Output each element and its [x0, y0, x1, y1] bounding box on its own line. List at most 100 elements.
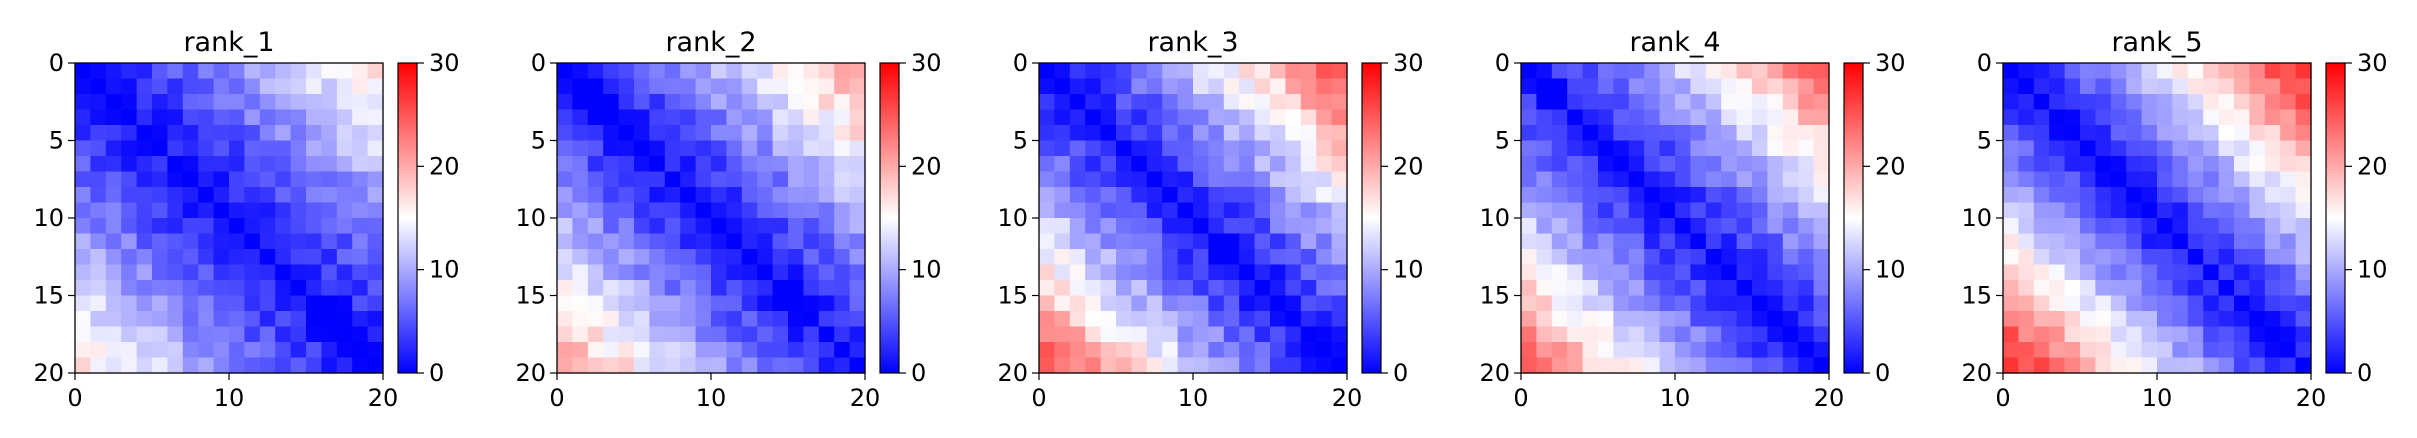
heatmap-cell [182, 218, 199, 235]
x-tick-label: 10 [1660, 384, 1691, 412]
heatmap-cell [1131, 311, 1148, 328]
heatmap-cell [2126, 233, 2143, 250]
heatmap-cell [2218, 233, 2235, 250]
heatmap-cell [152, 280, 168, 297]
heatmap-cell [1798, 326, 1815, 343]
heatmap-cell [772, 249, 789, 266]
heatmap-cell [336, 326, 353, 343]
heatmap-cell [1521, 218, 1537, 235]
heatmap-cell [213, 202, 230, 219]
heatmap-cell [1100, 140, 1117, 157]
heatmap-cell [259, 342, 276, 359]
heatmap-cell [1162, 326, 1179, 343]
heatmap-cell [1628, 125, 1645, 142]
heatmap-cell [2203, 171, 2220, 188]
heatmap-cell [244, 125, 261, 142]
heatmap-cell [1567, 109, 1584, 126]
heatmap-cell [1162, 311, 1179, 328]
heatmap-cell [152, 357, 168, 374]
heatmap-cell [167, 109, 184, 126]
heatmap-cell [121, 342, 138, 359]
heatmap-cell [90, 202, 107, 219]
heatmap-cell [2126, 357, 2143, 374]
heatmap-cell [1039, 109, 1055, 126]
heatmap-cell [849, 249, 866, 266]
heatmap-cell [1798, 280, 1815, 297]
heatmap-cell [618, 78, 635, 95]
heatmap-cell [2080, 109, 2096, 126]
heatmap-cell [336, 357, 353, 374]
heatmap-cell [1146, 326, 1163, 343]
heatmap-cell [2110, 326, 2127, 343]
heatmap-cell [2157, 280, 2173, 297]
heatmap-cell [741, 342, 758, 359]
heatmap-cell [1736, 249, 1753, 266]
y-tick-label: 10 [1479, 204, 1510, 232]
heatmap-cell [1613, 311, 1630, 328]
heatmap-cell [1300, 187, 1317, 204]
heatmap-cell [75, 280, 91, 297]
heatmap-cell [757, 94, 774, 111]
heatmap-cell [1162, 156, 1179, 173]
heatmap-cell [1659, 280, 1676, 297]
heatmap-cell [1069, 295, 1086, 312]
heatmap-cell [2249, 63, 2266, 80]
heatmap-cell [664, 187, 681, 204]
heatmap-cell [1162, 342, 1179, 359]
heatmap-cell [1813, 218, 1830, 235]
heatmap-cell [367, 140, 384, 157]
heatmap-cell [849, 326, 866, 343]
heatmap-cell [726, 125, 743, 142]
heatmap-cell [1752, 140, 1768, 157]
heatmap-cell [1193, 233, 1209, 250]
x-tick-label: 20 [2296, 384, 2327, 412]
heatmap-cell [1752, 109, 1768, 126]
chart-title: rank_4 [1629, 27, 1720, 58]
heatmap-cell [1085, 94, 1102, 111]
heatmap-cell [259, 218, 276, 235]
heatmap-cell [2264, 218, 2281, 235]
heatmap-cell [1069, 326, 1086, 343]
heatmap-cell [757, 280, 774, 297]
heatmap-cell [1767, 233, 1784, 250]
heatmap-cell [1039, 342, 1055, 359]
heatmap-cell [2049, 249, 2066, 266]
heatmap-cell [680, 280, 697, 297]
heatmap-cell [772, 218, 789, 235]
heatmap-cell [634, 295, 650, 312]
heatmap-cell [1798, 357, 1815, 374]
heatmap-cell [1193, 280, 1209, 297]
heatmap-cell [2095, 109, 2112, 126]
heatmap-cell [2049, 342, 2066, 359]
heatmap-cell [1177, 156, 1194, 173]
heatmap-cell [757, 357, 774, 374]
heatmap-cell [2080, 156, 2096, 173]
heatmap-cell [2280, 342, 2297, 359]
heatmap-cell [213, 63, 230, 80]
heatmap-cell [105, 125, 122, 142]
heatmap-cell [2203, 218, 2220, 235]
heatmap-cell [336, 280, 353, 297]
heatmap-cell [2080, 233, 2096, 250]
heatmap-cell [2018, 171, 2035, 188]
heatmap-cell [152, 63, 168, 80]
heatmap-cell [213, 109, 230, 126]
heatmap-cell [1316, 311, 1333, 328]
heatmap-cell [1798, 156, 1815, 173]
x-tick-label: 10 [214, 384, 245, 412]
heatmap-cell [1521, 295, 1537, 312]
y-tick-label: 15 [997, 282, 1028, 310]
heatmap-cell [259, 233, 276, 250]
heatmap-cell [603, 94, 620, 111]
heatmap-cell [2033, 94, 2050, 111]
heatmap-cell [1069, 218, 1086, 235]
heatmap-cell [1582, 78, 1599, 95]
heatmap-cell [2234, 264, 2250, 281]
heatmap-cell [1316, 156, 1333, 173]
heatmap-cell [229, 342, 245, 359]
heatmap-cell [1208, 342, 1225, 359]
heatmap-cell [680, 156, 697, 173]
heatmap-cell [1782, 171, 1799, 188]
heatmap-cell [741, 202, 758, 219]
heatmap-cell [557, 125, 573, 142]
